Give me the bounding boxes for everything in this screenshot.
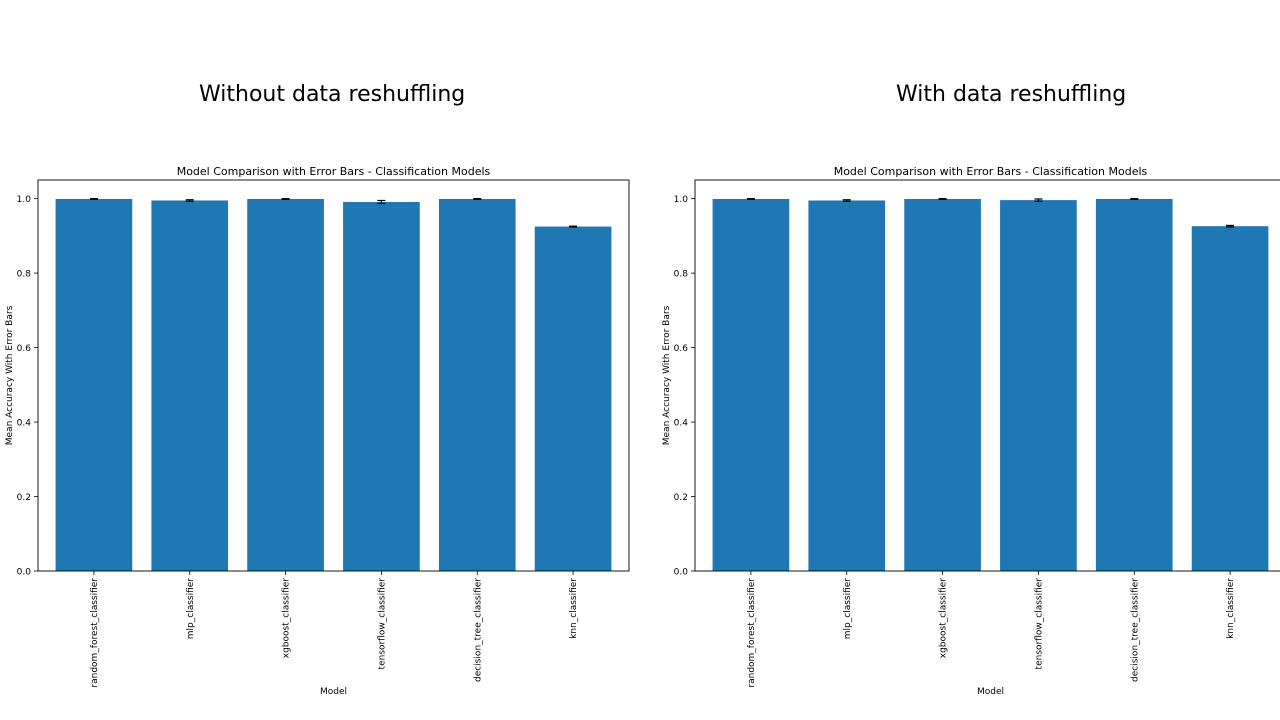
error-bar-mlp_classifier bbox=[185, 199, 194, 202]
x-tick-label: random_forest_classifier bbox=[747, 578, 757, 688]
error-bar-xgboost_classifier bbox=[938, 198, 947, 200]
bar-knn_classifier bbox=[1191, 226, 1269, 571]
x-tick-label: tensorflow_classifier bbox=[1034, 578, 1044, 670]
left-chart-heading: Without data reshuffling bbox=[199, 82, 466, 107]
x-tick-label: mlp_classifier bbox=[186, 578, 196, 640]
error-bar-random_forest_classifier bbox=[89, 198, 98, 200]
bar-tensorflow_classifier bbox=[1000, 200, 1077, 571]
error-bar-mlp_classifier bbox=[842, 199, 851, 202]
y-tick-label: 0.4 bbox=[17, 419, 32, 429]
y-tick-label: 1.0 bbox=[674, 195, 689, 205]
x-tick-label: knn_classifier bbox=[1226, 578, 1236, 639]
bar-xgboost_classifier bbox=[247, 198, 324, 571]
plot-frame bbox=[37, 179, 630, 572]
y-tick-label: 0.0 bbox=[17, 568, 32, 578]
x-tick-label: decision_tree_classifier bbox=[473, 578, 483, 682]
bar-random_forest_classifier bbox=[55, 198, 133, 571]
x-axis-label: Model bbox=[320, 687, 347, 697]
chart-title: Model Comparison with Error Bars - Class… bbox=[177, 165, 491, 178]
error-bar-knn_classifier bbox=[1226, 224, 1235, 228]
x-tick-label: decision_tree_classifier bbox=[1130, 578, 1140, 682]
y-tick-label: 0.8 bbox=[17, 270, 32, 280]
chart-without-reshuffling: Model Comparison with Error Bars - Class… bbox=[5, 165, 630, 697]
y-tick-label: 0.6 bbox=[17, 344, 32, 354]
y-tick-label: 1.0 bbox=[17, 195, 32, 205]
bar-xgboost_classifier bbox=[904, 198, 981, 571]
y-axis-label: Mean Accuracy With Error Bars bbox=[662, 305, 672, 445]
y-tick-label: 0.2 bbox=[17, 493, 31, 503]
y-axis-label: Mean Accuracy With Error Bars bbox=[5, 305, 15, 445]
x-tick-label: mlp_classifier bbox=[843, 578, 853, 640]
x-tick-label: knn_classifier bbox=[569, 578, 579, 639]
bar-knn_classifier bbox=[534, 226, 612, 572]
bar-decision_tree_classifier bbox=[1095, 198, 1173, 571]
plot-frame bbox=[694, 179, 1280, 572]
bar-mlp_classifier bbox=[151, 200, 229, 571]
y-tick-label: 0.2 bbox=[674, 493, 688, 503]
chart-title: Model Comparison with Error Bars - Class… bbox=[834, 165, 1148, 178]
y-tick-label: 0.0 bbox=[674, 568, 689, 578]
y-tick-label: 0.6 bbox=[674, 344, 689, 354]
x-axis-label: Model bbox=[977, 687, 1004, 697]
bar-mlp_classifier bbox=[808, 200, 886, 571]
error-bar-tensorflow_classifier bbox=[377, 199, 386, 205]
y-tick-label: 0.4 bbox=[674, 419, 689, 429]
right-chart-heading: With data reshuffling bbox=[896, 82, 1127, 107]
error-bar-random_forest_classifier bbox=[746, 198, 755, 200]
error-bar-knn_classifier bbox=[569, 225, 578, 228]
x-tick-label: tensorflow_classifier bbox=[377, 578, 387, 670]
bar-decision_tree_classifier bbox=[438, 198, 516, 571]
bar-random_forest_classifier bbox=[712, 198, 790, 571]
y-tick-label: 0.8 bbox=[674, 270, 689, 280]
x-tick-label: xgboost_classifier bbox=[939, 578, 949, 659]
error-bar-decision_tree_classifier bbox=[473, 198, 482, 200]
error-bar-tensorflow_classifier bbox=[1034, 198, 1043, 202]
x-tick-label: random_forest_classifier bbox=[90, 578, 100, 688]
bar-tensorflow_classifier bbox=[343, 201, 420, 572]
error-bar-decision_tree_classifier bbox=[1130, 198, 1139, 200]
error-bar-xgboost_classifier bbox=[281, 198, 290, 200]
x-tick-label: xgboost_classifier bbox=[282, 578, 292, 659]
